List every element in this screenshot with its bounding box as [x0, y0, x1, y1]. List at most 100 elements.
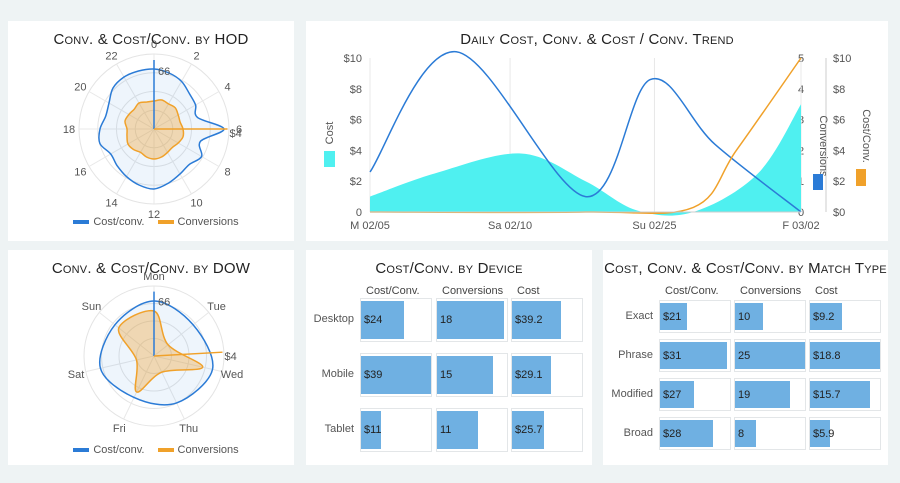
- radar-spoke: [153, 128, 220, 167]
- table-cell: $25.7: [511, 408, 583, 452]
- table-cell: 18: [436, 298, 508, 342]
- trend-panel: Daily Cost, Conv. & Cost / Conv. Trend $…: [306, 21, 888, 241]
- legend-swatch-conv: [157, 220, 174, 225]
- left-axis-tick: 0: [356, 207, 362, 219]
- radar-axis-label: 8: [225, 167, 231, 179]
- table-cell: $39.2: [511, 298, 583, 342]
- cell-bar: [735, 303, 763, 330]
- table-cell: 8: [734, 417, 806, 450]
- radar-spoke: [88, 128, 155, 167]
- radar-axis-label: 16: [74, 167, 86, 179]
- dow-title: Conv. & Cost/Conv. by DOW: [51, 260, 251, 277]
- radar-axis-label: Wed: [221, 369, 243, 381]
- legend-swatch-cost: [73, 220, 90, 225]
- radar-axis-label: 18: [63, 124, 75, 136]
- left-axis-tick: $8: [350, 84, 362, 96]
- cell-bar: [660, 342, 727, 369]
- legend-cost-label: Cost/conv.: [93, 444, 145, 456]
- cell-bar: [437, 301, 505, 339]
- table-cell: $28: [659, 417, 731, 450]
- legend-cost-label: Cost/conv.: [93, 216, 145, 228]
- trend-chart: $10$8$6$4$20543210$10$8$6$4$2$0M 02/05Sa…: [324, 51, 872, 232]
- radar-axis-label: 0: [151, 39, 157, 51]
- radar-axis-label: 10: [190, 198, 202, 210]
- table-cell: $9.2: [809, 300, 881, 333]
- right-axis-tick: $4: [833, 145, 845, 157]
- radar-axis-label: 22: [105, 50, 117, 62]
- radar-spoke: [153, 355, 223, 373]
- cell-bar: [810, 342, 880, 369]
- x-axis-tick: F 03/02: [782, 220, 819, 232]
- cell-value: $25.7: [515, 424, 543, 436]
- radar-axis-label: 2: [193, 50, 199, 62]
- cell-value: 25: [738, 349, 751, 362]
- radar-series-cost-per-conv: [98, 300, 214, 406]
- table-cell: $15.7: [809, 378, 881, 411]
- cell-value: 8: [738, 427, 745, 440]
- hod-legend: Cost/conv. Conversions: [8, 216, 294, 228]
- right-axis-tick: $2: [833, 176, 845, 188]
- cell-bar: [660, 420, 713, 447]
- right-axis-tick: $6: [833, 115, 845, 127]
- row-label: Desktop: [313, 313, 354, 325]
- cell-value: 18: [440, 314, 453, 326]
- left-axis-tick: $4: [350, 145, 362, 157]
- cell-bar: [660, 381, 694, 408]
- cell-value: $18.8: [813, 349, 841, 362]
- radar-axis-label: 6: [236, 124, 242, 136]
- radar-axis-label: Sun: [82, 301, 102, 313]
- right-axis-tick: $8: [833, 84, 845, 96]
- cell-value: 19: [738, 388, 751, 401]
- mid-axis-tick: 0: [798, 207, 804, 219]
- cost-swatch: [324, 151, 335, 167]
- cell-bar: [810, 381, 870, 408]
- radar-axis-label: 12: [148, 209, 160, 221]
- cell-value: $39: [364, 369, 383, 381]
- cell-bar: [660, 303, 687, 330]
- cell-value: 15: [440, 369, 453, 381]
- radar-spoke: [123, 355, 155, 420]
- radar-axis-label: Mon: [143, 271, 164, 283]
- left-axis-label: Cost: [324, 122, 336, 145]
- radar-axis-label: Thu: [179, 423, 198, 435]
- row-label: Tablet: [324, 423, 354, 435]
- x-axis-tick: M 02/05: [350, 220, 390, 232]
- column-header: Conversions: [442, 285, 504, 297]
- cell-bar: [735, 342, 805, 369]
- legend-swatch-cost: [73, 448, 90, 453]
- cell-bar: [361, 356, 431, 394]
- radar-spoke: [153, 355, 185, 420]
- table-cell: $11: [360, 408, 432, 452]
- table-cell: 10: [734, 300, 806, 333]
- mid-axis-label: Conversions: [817, 115, 829, 177]
- row-label: Phrase: [618, 348, 653, 361]
- cell-value: $9.2: [813, 310, 835, 323]
- table-cell: 19: [734, 378, 806, 411]
- match-panel: Cost, Conv. & Cost/Conv. by Match Type C…: [603, 250, 888, 465]
- cell-bar: [810, 420, 830, 447]
- radar-annotation-label: 66: [158, 66, 170, 78]
- radar-axis-label: Sat: [68, 369, 85, 381]
- cell-bar: [512, 356, 551, 394]
- cell-value: 10: [738, 310, 751, 323]
- cost-area: [370, 104, 801, 216]
- cell-value: $21: [663, 310, 682, 323]
- dow-panel: Conv. & Cost/Conv. by DOW Mon Tue Wed Thu Fr…: [8, 250, 294, 465]
- left-axis-tick: $6: [350, 115, 362, 127]
- cell-bar: [735, 381, 790, 408]
- cost-per-conv-swatch: [856, 169, 866, 186]
- table-cell: 15: [436, 353, 508, 397]
- dow-radar-chart: Mon Tue Wed Thu Fri Sat Sun 66 $4: [68, 271, 243, 435]
- right-axis-tick: $0: [833, 207, 845, 219]
- cell-value: 11: [440, 424, 452, 436]
- cell-value: $24: [364, 314, 383, 326]
- row-label: Broad: [623, 426, 653, 439]
- cell-bar: [735, 420, 756, 447]
- hod-panel: Conv. & Cost/Conv. by HOD 0 2 4 6 8 10 12 14 16 1…: [8, 21, 294, 241]
- radar-spoke: [116, 128, 155, 195]
- cell-value: $15.7: [813, 388, 841, 401]
- legend-conv-label: Conversions: [177, 216, 239, 228]
- device-title: Cost/Conv. by Device: [375, 260, 523, 277]
- right-axis-label: Cost/Conv.: [860, 109, 872, 163]
- hod-title: Conv. & Cost/Conv. by HOD: [53, 31, 249, 48]
